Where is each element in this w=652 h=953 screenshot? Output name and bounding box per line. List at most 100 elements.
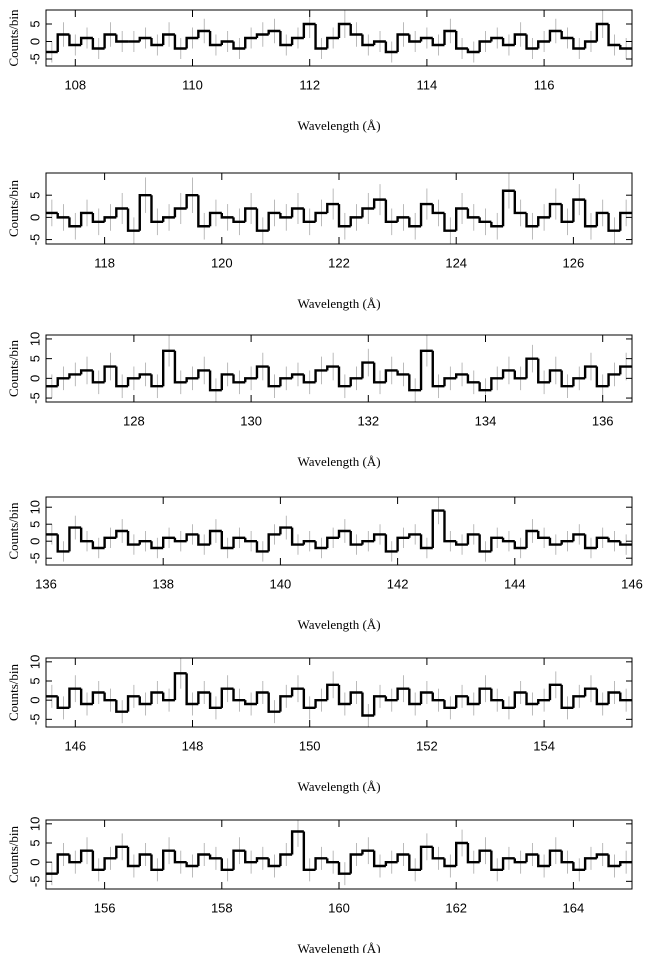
histogram-bin — [408, 34, 422, 43]
histogram-bin — [232, 536, 246, 548]
histogram-bin — [115, 529, 129, 538]
histogram-bin — [68, 526, 82, 552]
y-tick-label: 0 — [27, 214, 42, 221]
histogram-bin — [337, 366, 351, 388]
histogram-bin — [162, 216, 175, 222]
histogram-bin — [103, 536, 117, 548]
x-tick-label: 144 — [504, 576, 526, 591]
histogram-bin — [525, 212, 539, 228]
histogram-bin — [431, 509, 445, 548]
histogram-bin — [560, 540, 574, 545]
histogram-bin — [150, 854, 164, 872]
histogram-bin — [138, 540, 152, 545]
histogram-bin — [138, 36, 152, 42]
histogram-bin — [431, 846, 445, 860]
histogram-bin — [255, 33, 269, 38]
histogram-bin — [244, 537, 257, 543]
histogram-bin — [408, 533, 422, 538]
histogram-bin — [419, 845, 433, 870]
y-axis-label: Counts/bin — [6, 339, 21, 397]
histogram-bin — [314, 698, 328, 708]
histogram-bin — [68, 854, 82, 864]
histogram-bin — [478, 849, 492, 863]
histogram-bin — [478, 687, 492, 704]
histogram-bin — [162, 33, 175, 45]
histogram-bin — [466, 533, 480, 545]
histogram-bin — [619, 365, 632, 375]
histogram-bin — [138, 373, 152, 379]
y-tick-label: 0 — [27, 538, 42, 545]
histogram-bin — [56, 33, 70, 52]
x-axis-label: Wavelength (Å) — [297, 617, 380, 632]
histogram-bin — [115, 845, 129, 859]
histogram-bin — [349, 24, 363, 36]
histogram-bin — [548, 29, 562, 42]
histogram-bin — [525, 357, 539, 379]
y-tick-label: 5 — [27, 355, 42, 362]
y-axis-label: Counts/bin — [6, 502, 21, 560]
histogram-bin — [267, 366, 281, 388]
y-tick-label: 5 — [27, 677, 42, 684]
x-tick-label: 130 — [240, 413, 262, 428]
histogram-bin — [560, 31, 574, 40]
histogram-bin — [501, 700, 515, 710]
histogram-bin — [431, 350, 445, 388]
histogram-bin — [384, 41, 398, 54]
histogram-bin — [244, 377, 257, 383]
histogram-bin — [173, 207, 187, 218]
histogram-bin — [162, 536, 175, 548]
histogram-bin — [255, 541, 269, 553]
histogram-bin — [185, 36, 199, 49]
histogram-bin — [372, 40, 386, 45]
x-tick-label: 128 — [123, 413, 145, 428]
histogram-bin — [337, 529, 351, 538]
histogram-bin — [68, 217, 82, 228]
plot-frame — [45, 9, 633, 67]
histogram-bin — [595, 22, 609, 42]
histogram-bin — [185, 377, 199, 383]
histogram-bin — [314, 541, 328, 550]
histogram-bin — [162, 849, 175, 870]
x-tick-label: 162 — [445, 900, 467, 915]
x-tick-label: 146 — [621, 576, 643, 591]
y-tick-label: 5 — [27, 20, 42, 27]
histogram-bin — [232, 374, 246, 384]
histogram-bin — [372, 362, 386, 384]
histogram-bin — [150, 691, 164, 704]
histogram-bin — [513, 190, 527, 215]
histogram-bin — [208, 529, 222, 545]
histogram-bin — [501, 38, 515, 47]
x-tick-label: 134 — [475, 413, 497, 428]
histogram-bin — [103, 857, 117, 870]
histogram-bin — [372, 533, 386, 542]
histogram-bin — [79, 849, 93, 863]
histogram-bin — [279, 212, 293, 219]
histogram-bin — [583, 40, 597, 49]
histogram-bin — [537, 531, 550, 539]
histogram-bin — [138, 193, 152, 231]
histogram-bin — [572, 377, 586, 387]
x-axis-label: Wavelength (Å) — [297, 454, 380, 469]
histogram-bin — [150, 38, 164, 47]
histogram-bin — [232, 217, 246, 224]
histogram-bin — [337, 862, 351, 875]
histogram-bin — [103, 216, 117, 222]
histogram-bin — [79, 688, 93, 706]
histogram-bin — [619, 541, 632, 546]
histogram-bin — [267, 29, 281, 35]
x-axis-label: Wavelength (Å) — [297, 941, 380, 953]
histogram-bin — [290, 373, 304, 379]
histogram-bin — [490, 36, 504, 42]
y-tick-label: -5 — [27, 552, 42, 564]
histogram-bin — [138, 696, 152, 706]
histogram-bin — [255, 365, 269, 379]
histogram-bin — [607, 212, 621, 232]
histogram-bin — [302, 688, 316, 710]
histogram-bin — [396, 536, 410, 552]
histogram-bin — [619, 45, 632, 50]
histogram-bin — [267, 858, 281, 868]
histogram-bin — [220, 40, 234, 45]
histogram-bin — [244, 207, 257, 222]
histogram-bin — [279, 695, 293, 712]
histogram-bin — [431, 38, 445, 47]
